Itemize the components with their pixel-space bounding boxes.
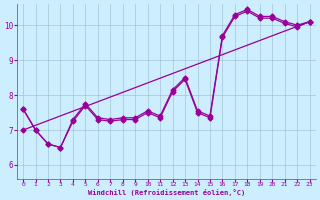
X-axis label: Windchill (Refroidissement éolien,°C): Windchill (Refroidissement éolien,°C): [88, 189, 245, 196]
